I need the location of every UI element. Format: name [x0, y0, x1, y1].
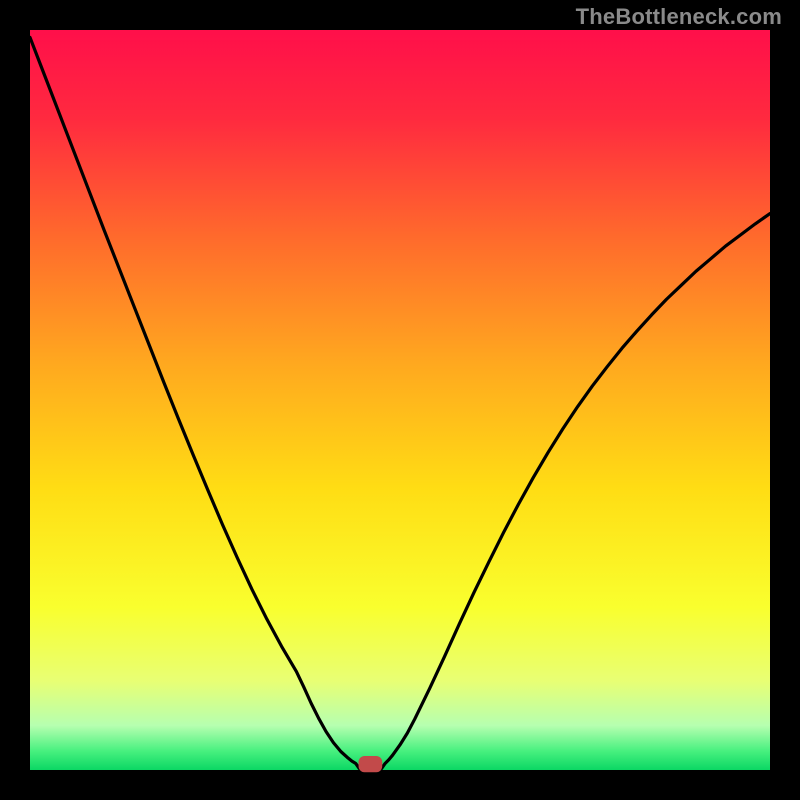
watermark-text: TheBottleneck.com	[576, 4, 782, 30]
bottleneck-chart	[0, 0, 800, 800]
gradient-background	[30, 30, 770, 770]
optimal-marker	[359, 756, 383, 772]
